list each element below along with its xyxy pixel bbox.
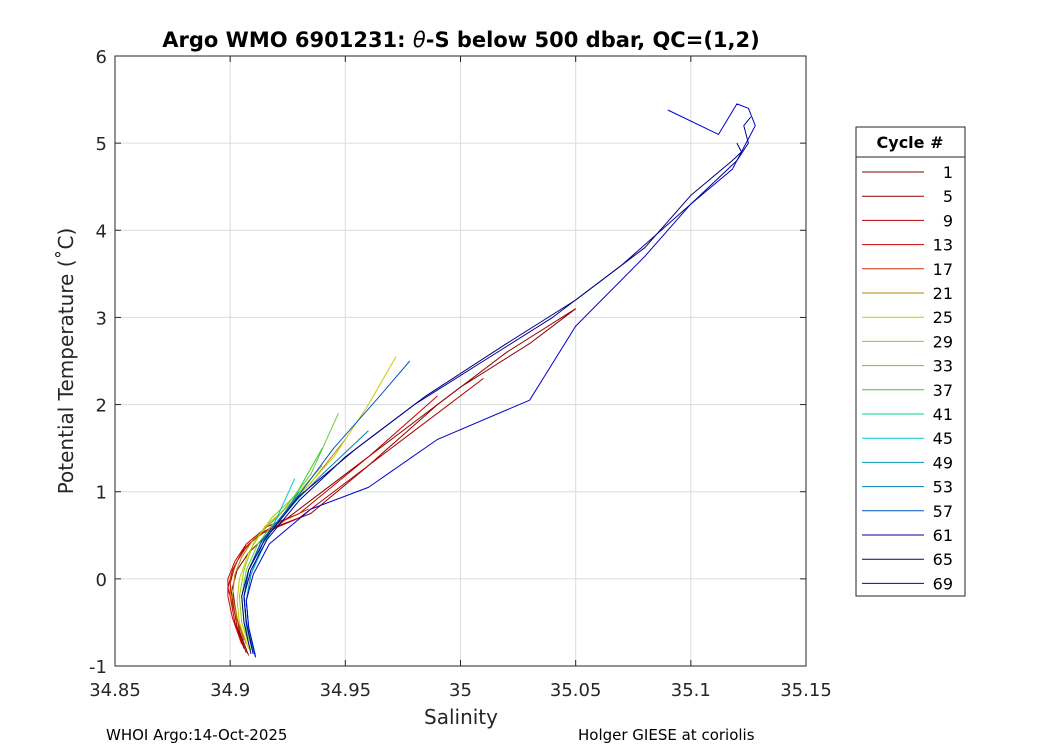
- x-tick-label: 34.85: [89, 680, 141, 701]
- legend-label: 45: [933, 429, 953, 448]
- series-layer: [227, 103, 756, 658]
- legend-label: 33: [933, 357, 953, 376]
- legend-label: 29: [933, 332, 953, 351]
- y-axis-label: Potential Temperature (˚C): [54, 228, 78, 495]
- legend-box: [855, 126, 966, 597]
- y-tick-label: 6: [96, 47, 107, 68]
- x-tick-label: 35: [449, 680, 472, 701]
- y-tick-label: 2: [96, 396, 107, 417]
- chart-title-prefix: Argo WMO 6901231:: [162, 28, 413, 52]
- series-line-cycle-17: [229, 508, 309, 641]
- series-line-cycle-13: [227, 395, 438, 645]
- series-line-cycle-69: [245, 103, 756, 658]
- y-tick-label: 4: [96, 221, 107, 242]
- x-tick-label: 35.1: [671, 680, 711, 701]
- legend-label: 21: [933, 284, 953, 303]
- footer-credit: WHOI Argo:14-Oct-2025: [106, 726, 288, 744]
- x-tick-label: 35.15: [780, 680, 832, 701]
- legend-label: 41: [933, 405, 953, 424]
- legend-label: 1: [943, 163, 953, 182]
- legend: Cycle # 1 5 9 13 17 21 25 29 33 37 41 45 49 53 57 61 65 6…: [855, 126, 966, 597]
- footer-author: Holger GIESE at coriolis: [578, 726, 755, 744]
- y-tick-label: -1: [89, 657, 107, 678]
- legend-label: 57: [933, 502, 953, 521]
- legend-label: 9: [943, 211, 953, 230]
- series-line-cycle-61: [243, 116, 752, 654]
- legend-label: 69: [933, 574, 953, 593]
- legend-label: 49: [933, 453, 953, 472]
- legend-items: 1 5 9 13 17 21 25 29 33 37 41 45 49 53 57 61 65 69: [862, 163, 953, 593]
- y-tick-label: 3: [96, 308, 107, 329]
- ticks: 34.85 34.9 34.95 35 35.05 35.1 35.15 -1 0 1 2 3 4 5 6: [89, 47, 832, 701]
- legend-label: 13: [933, 236, 953, 255]
- chart-title-theta: θ: [413, 28, 426, 52]
- legend-label: 65: [933, 550, 953, 569]
- y-tick-label: 5: [96, 134, 107, 155]
- series-line-cycle-65: [241, 142, 742, 654]
- y-tick-label: 0: [96, 570, 107, 591]
- chart-title: Argo WMO 6901231: θ-S below 500 dbar, QC…: [162, 28, 759, 52]
- x-axis-label: Salinity: [424, 705, 498, 729]
- legend-label: 25: [933, 308, 953, 327]
- series-line-cycle-9: [227, 378, 484, 649]
- x-tick-label: 34.95: [320, 680, 372, 701]
- legend-label: 5: [943, 187, 953, 206]
- legend-label: 37: [933, 381, 953, 400]
- legend-label: 53: [933, 478, 953, 497]
- x-tick-label: 35.05: [550, 680, 602, 701]
- legend-label: 61: [933, 526, 953, 545]
- x-tick-label: 34.9: [210, 680, 250, 701]
- y-tick-label: 1: [96, 483, 107, 504]
- legend-label: 17: [933, 260, 953, 279]
- legend-title: Cycle #: [877, 133, 944, 152]
- chart-title-suffix: -S below 500 dbar, QC=(1,2): [426, 28, 760, 52]
